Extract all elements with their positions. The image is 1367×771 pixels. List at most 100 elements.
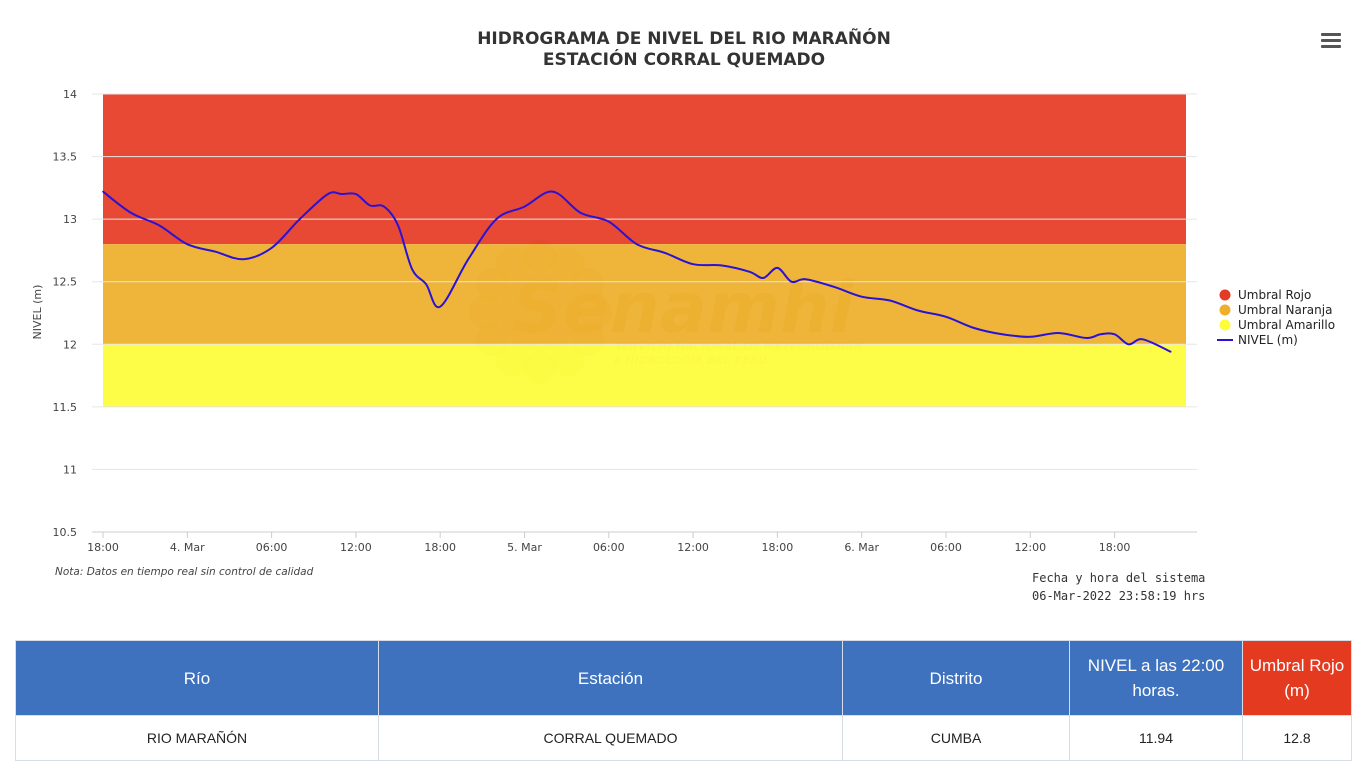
chart-subtitle: ESTACIÓN CORRAL QUEMADO [543, 48, 825, 70]
data-point [1057, 332, 1060, 334]
data-point [804, 278, 807, 281]
data-point [860, 295, 863, 298]
data-point [186, 243, 189, 245]
data-point [692, 263, 694, 265]
data-point [214, 250, 217, 253]
chart-title: HIDROGRAMA DE NIVEL DEL RIO MARAÑÓN [477, 26, 891, 49]
data-point [1085, 337, 1088, 339]
data-point [917, 309, 919, 312]
x-tick-label: 4. Mar [170, 541, 205, 554]
data-point [270, 247, 273, 249]
data-point [411, 268, 413, 271]
y-axis-label: NIVEL (m) [31, 285, 44, 340]
data-point [1170, 350, 1172, 353]
data-point [467, 258, 470, 260]
data-point [158, 224, 160, 227]
table-header-row: Río Estación Distrito NIVEL a las 22:00 … [15, 640, 1352, 716]
data-point [748, 270, 751, 273]
data-point [383, 205, 385, 208]
hamburger-menu-icon[interactable] [1318, 30, 1344, 52]
data-point [397, 224, 399, 227]
data-point [1029, 335, 1032, 338]
x-tick-label: 18:00 [87, 541, 119, 554]
y-tick-label: 11 [63, 463, 77, 476]
x-tick-label: 12:00 [340, 541, 372, 554]
data-point [889, 299, 891, 302]
cell-estacion: CORRAL QUEMADO [378, 715, 843, 761]
legend-marker [1219, 304, 1231, 316]
data-point [369, 204, 371, 207]
x-tick-label: 06:00 [930, 541, 962, 554]
data-point [1113, 333, 1116, 336]
data-point [242, 258, 245, 260]
y-tick-label: 13 [63, 213, 77, 226]
legend-item-umbral-rojo[interactable]: Umbral Rojo [1219, 288, 1312, 302]
legend-label: NIVEL (m) [1238, 333, 1298, 347]
y-tick-label: 11.5 [53, 401, 78, 414]
data-point [130, 212, 132, 214]
y-tick-label: 10.5 [53, 526, 78, 539]
data-point [1127, 343, 1130, 346]
table-row: RIO MARAÑÓN CORRAL QUEMADO CUMBA 11.94 1… [15, 715, 1352, 761]
station-info-table: Río Estación Distrito NIVEL a las 22:00 … [15, 640, 1352, 761]
header-estacion: Estación [378, 640, 843, 716]
data-point [1099, 333, 1102, 336]
header-umbral-rojo: Umbral Rojo (m) [1242, 640, 1352, 716]
system-time-value: 06-Mar-2022 23:58:19 hrs [1032, 589, 1205, 603]
data-point [341, 193, 343, 195]
legend-item-umbral-naranja[interactable]: Umbral Naranja [1219, 303, 1333, 317]
cell-distrito: CUMBA [842, 715, 1070, 761]
data-point [327, 193, 329, 195]
y-tick-label: 12.5 [53, 276, 78, 289]
x-tick-label: 18:00 [762, 541, 794, 554]
data-point [439, 305, 442, 308]
x-tick-label: 18:00 [1099, 541, 1131, 554]
data-point [945, 315, 947, 318]
x-tick-label: 5. Mar [507, 541, 542, 554]
data-point [523, 205, 526, 208]
data-point [102, 190, 104, 193]
hydrograph-chart: SenamhiSERVICIO NACIONAL DE METEOROLOGÍA… [31, 26, 1335, 603]
nivel-series [102, 190, 1172, 353]
y-tick-label: 13.5 [53, 151, 78, 164]
data-point [608, 220, 610, 223]
band-umbral-rojo [103, 94, 1186, 245]
x-tick-label: 12:00 [1014, 541, 1046, 554]
legend-marker [1219, 289, 1231, 301]
data-point [776, 267, 779, 269]
quality-note: Nota: Datos en tiempo real sin control d… [55, 566, 314, 578]
x-tick-label: 06:00 [593, 541, 625, 554]
data-point [664, 252, 666, 254]
legend-marker [1219, 319, 1231, 331]
cell-rio: RIO MARAÑÓN [15, 715, 379, 761]
y-tick-label: 14 [63, 88, 77, 101]
data-point [425, 283, 427, 286]
data-point [495, 218, 498, 220]
header-distrito: Distrito [842, 640, 1070, 716]
cell-umbral-rojo: 12.8 [1242, 715, 1352, 761]
data-point [551, 190, 554, 193]
data-point [636, 243, 638, 245]
data-point [720, 264, 722, 267]
x-tick-label: 06:00 [256, 541, 288, 554]
x-tick-label: 18:00 [424, 541, 456, 554]
legend-item-nivel-m-[interactable]: NIVEL (m) [1217, 333, 1298, 347]
data-point [1141, 338, 1144, 341]
x-tick-label: 12:00 [677, 541, 709, 554]
threshold-bands [103, 94, 1186, 407]
header-nivel: NIVEL a las 22:00 horas. [1069, 640, 1243, 716]
data-point [973, 327, 975, 329]
x-tick-label: 6. Mar [844, 541, 879, 554]
legend-label: Umbral Amarillo [1238, 318, 1335, 332]
legend-label: Umbral Rojo [1238, 288, 1311, 302]
data-point [832, 285, 835, 288]
band-umbral-amarillo [103, 344, 1186, 407]
legend-item-umbral-amarillo[interactable]: Umbral Amarillo [1219, 318, 1336, 332]
system-time-label: Fecha y hora del sistema [1032, 571, 1205, 585]
cell-nivel: 11.94 [1069, 715, 1243, 761]
data-point [579, 212, 582, 214]
legend-label: Umbral Naranja [1238, 303, 1332, 317]
y-tick-label: 12 [63, 338, 77, 351]
data-point [790, 280, 793, 283]
